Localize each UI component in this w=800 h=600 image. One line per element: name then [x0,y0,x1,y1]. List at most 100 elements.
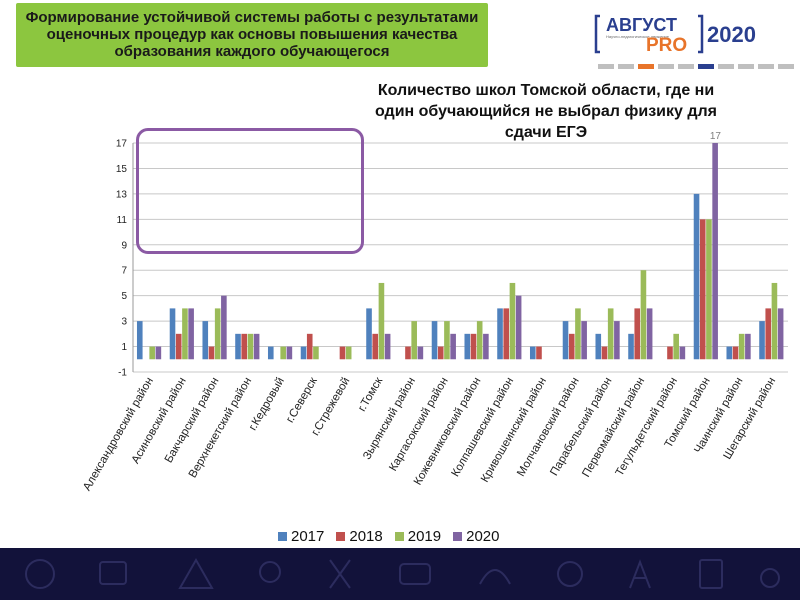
bar-2019 [149,346,155,360]
bar-2020 [614,321,620,360]
bar-2018 [208,346,215,360]
header-title-line: оценочных процедур как основы повышения … [46,26,458,43]
bar-2019 [280,346,286,360]
bar-2020 [646,308,653,360]
chart-title-line: один обучающийся не выбрал физику для [374,103,717,120]
legend-swatch [453,531,463,541]
x-tick-label: Тегульдетский район [614,376,680,479]
y-tick-label: 15 [116,164,128,175]
decor-screen-icon [399,563,431,585]
y-tick-label: 1 [121,342,127,353]
bar-2020 [253,333,260,360]
bar-2019 [313,346,319,360]
logo-tagline: Научно-педагогическое движение [606,34,670,39]
decor-stripe [738,64,754,69]
bar-2020 [581,321,587,360]
logo-pro: PRO [646,35,687,56]
bar-2017 [464,333,471,360]
legend-label: 2018 [349,527,383,545]
logo-year: 2020 [707,22,756,47]
bar-2018 [372,333,379,360]
chart-title-line: Количество школ Томской области, где ни [377,82,715,99]
bar-2020 [384,333,391,360]
decor-stripe [718,64,734,69]
bar-2017 [235,333,241,360]
bar-2018 [339,346,346,360]
x-tick-label: Верхнекетский район [187,376,254,481]
data-labels: 17 [710,131,722,142]
bar-2017 [529,346,536,360]
legend-label: 2019 [407,527,442,545]
footer-band [0,548,800,600]
bar-2019 [411,321,417,360]
legend-swatch [336,531,346,541]
legend-label: 2017 [291,527,325,545]
decor-stripe [618,64,634,69]
y-tick-label: -1 [118,368,127,379]
bar-2017 [169,308,176,360]
chart-title-line: сдачи ЕГЭ [504,124,588,141]
x-tick-label: Первомайский район [580,376,647,480]
bar-2020 [712,143,718,360]
footer-pattern [25,557,780,589]
chart-legend: 2017 2018 2019 2020 [278,526,500,546]
bar-2020 [483,333,489,360]
decor-flask-icon [699,559,723,589]
bar-2018 [241,333,248,360]
decor-stripe [758,64,774,69]
legend-swatch [394,531,404,541]
bar-2017 [202,321,209,360]
decor-dot-icon [760,568,780,588]
decor-atom-icon [557,561,583,587]
bar-2018 [699,219,706,360]
decor-arc-icon [479,569,511,585]
bar-2018 [470,333,477,360]
bar-2019 [706,219,712,360]
legend-swatch [278,531,287,541]
y-tick-label: 7 [121,266,127,277]
header-title-line: Формирование устойчивой системы работы с… [25,9,479,26]
legend-item-2018: 2018 [336,527,383,545]
decor-stripe [698,64,714,69]
y-tick-label: 13 [116,189,128,200]
bar-2018 [667,346,673,360]
x-tick-label: Парабельский район [548,376,614,478]
bar-2019 [247,333,254,360]
bar-2020 [221,295,227,360]
x-tick-label: Колпашевский район [450,376,517,479]
x-tick-label: г.Северск [284,375,320,425]
decor-circle-icon [25,559,55,589]
bar-2017 [726,346,733,360]
y-tick-label: 5 [121,291,127,302]
bar-2019 [575,308,581,360]
logo-bracket-left [594,14,600,54]
decor-stripe [678,64,694,69]
bar-2019 [640,270,647,360]
header-title: Формирование устойчивой системы работы с… [16,9,488,60]
decor-cross-icon [329,559,351,589]
bar-2017 [562,321,569,360]
header-banner: Формирование устойчивой системы работы с… [16,3,488,67]
bar-2018 [732,346,739,360]
decor-stripe [778,64,794,69]
bar-2020 [515,295,522,360]
bar-2018 [568,333,575,360]
data-label: 17 [710,131,722,142]
x-tick-label: Кривошеинский район [479,376,549,485]
bar-2019 [182,308,188,360]
decor-stripe [598,64,614,69]
legend-item-2017: 2017 [278,528,324,545]
y-tick-label: 3 [121,317,127,328]
bar-2019 [509,282,516,360]
bar-2020 [417,346,424,360]
bar-2020 [155,346,162,360]
bar-2019 [444,321,450,360]
decor-stripe [658,64,674,69]
bar-2018 [437,346,444,360]
bar-2017 [628,333,634,360]
chart-title: Количество школ Томской области, где ни … [318,80,774,143]
x-tick-label: г.Томск [356,375,385,414]
x-tick-label: Молчановский район [515,376,582,479]
